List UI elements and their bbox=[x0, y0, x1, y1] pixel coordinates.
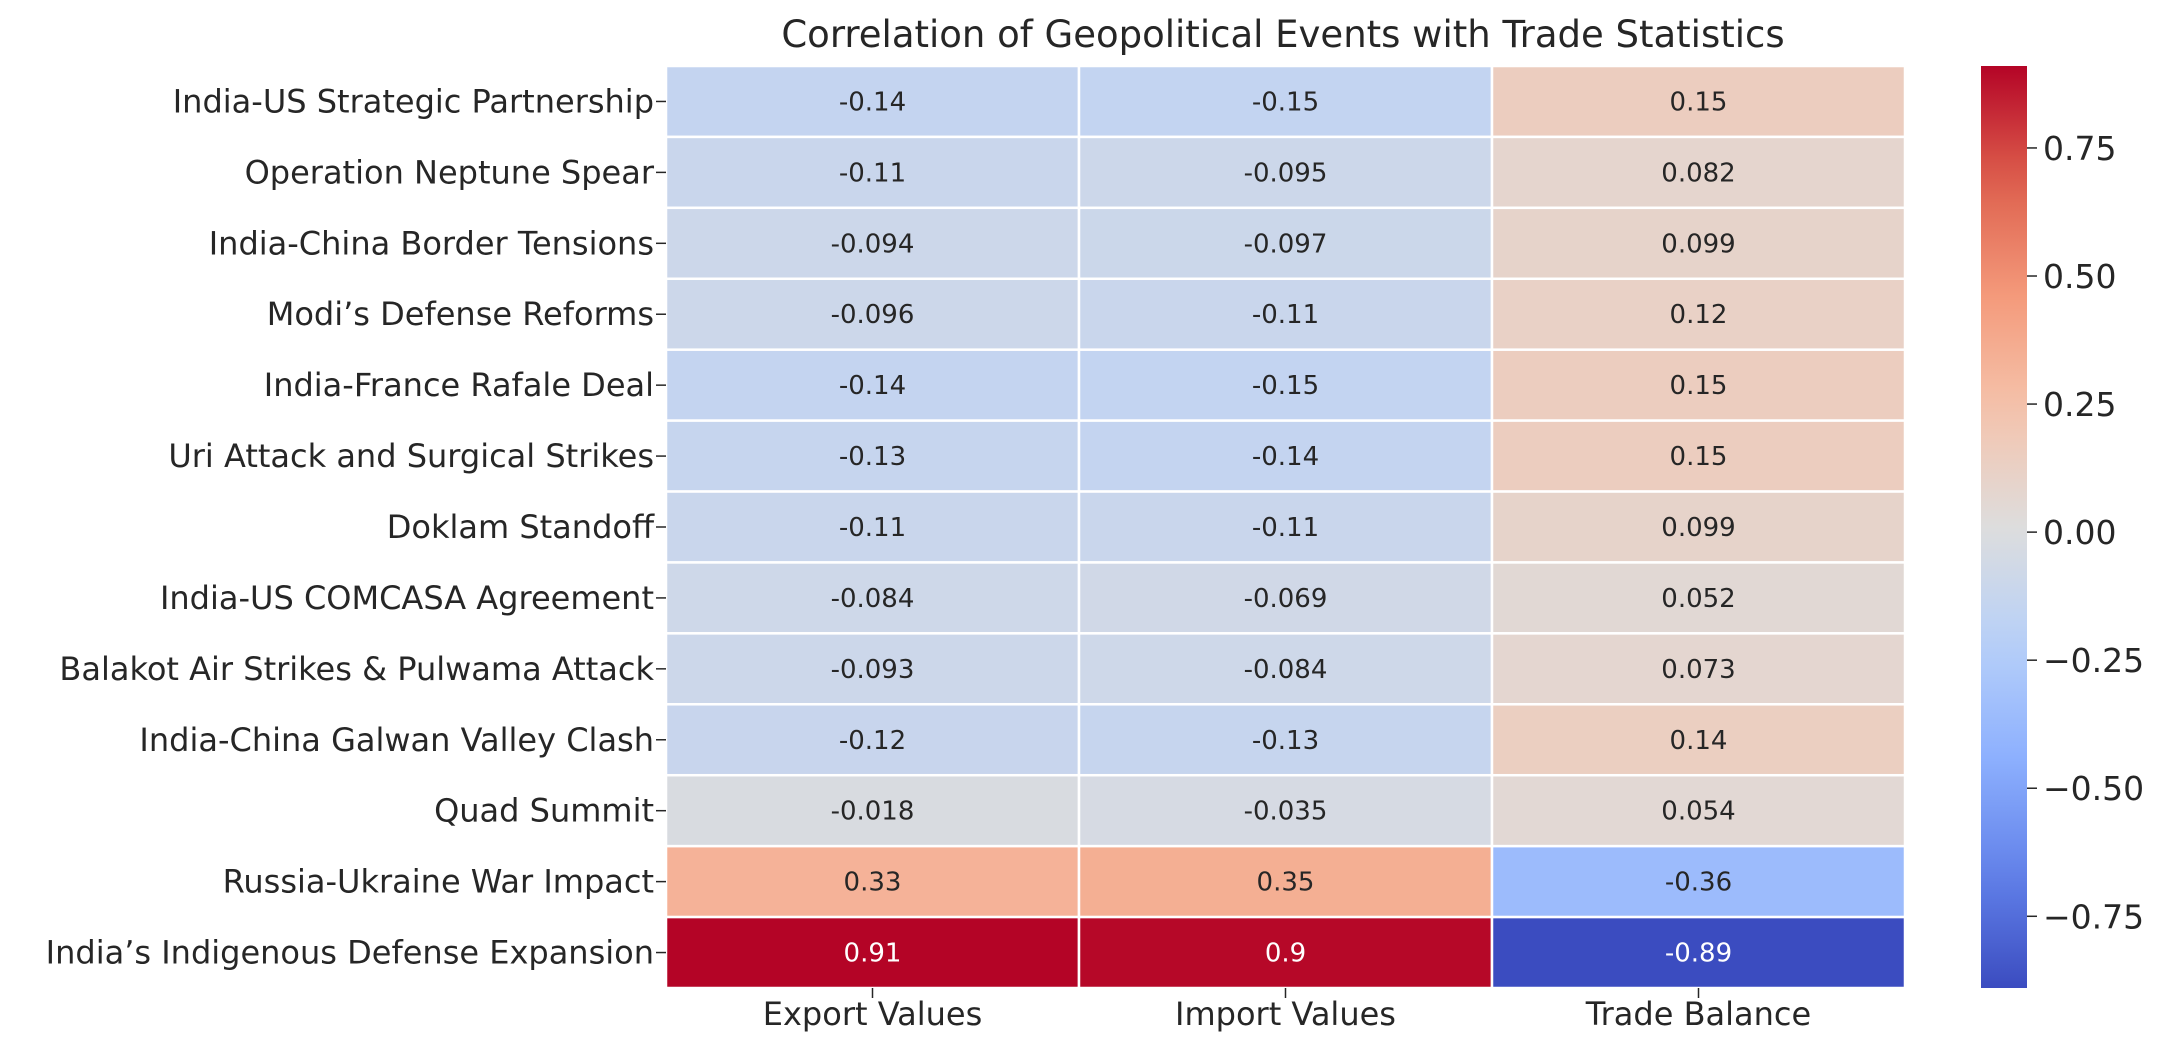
cell-value-label: -0.084 bbox=[1244, 655, 1328, 685]
column-label: Trade Balance bbox=[1585, 995, 1811, 1033]
cell-value-label: -0.89 bbox=[1665, 939, 1732, 969]
heatmap-cell bbox=[1490, 915, 1907, 990]
cell-value-label: -0.14 bbox=[1252, 442, 1319, 472]
cell-value-label: -0.096 bbox=[831, 300, 915, 330]
row-label: Russia-Ukraine War Impact bbox=[223, 863, 654, 901]
cell-value-label: -0.095 bbox=[1244, 158, 1328, 188]
row-label: India-US Strategic Partnership bbox=[173, 82, 654, 120]
cell-value-label: -0.035 bbox=[1244, 797, 1328, 827]
row-label: Uri Attack and Surgical Strikes bbox=[168, 437, 654, 475]
chart-title: Correlation of Geopolitical Events with … bbox=[781, 13, 1784, 56]
cell-value-label: -0.084 bbox=[831, 584, 915, 614]
row-label: India-China Galwan Valley Clash bbox=[139, 721, 654, 759]
cell-value-label: 0.054 bbox=[1661, 797, 1735, 827]
row-label: Operation Neptune Spear bbox=[245, 153, 655, 191]
heatmap-cell bbox=[1490, 490, 1907, 564]
cell-value-label: 0.15 bbox=[1670, 442, 1728, 472]
row-label: India-US COMCASA Agreement bbox=[160, 579, 654, 617]
heatmap-cell bbox=[664, 64, 1081, 139]
heatmap-cell bbox=[1077, 206, 1494, 281]
cell-value-label: -0.15 bbox=[1252, 87, 1319, 117]
heatmap-cell bbox=[1490, 277, 1907, 351]
cell-value-label: -0.13 bbox=[839, 442, 906, 472]
cell-value-label: -0.14 bbox=[839, 371, 906, 401]
colorbar-tick-label: −0.50 bbox=[2043, 769, 2144, 808]
heatmap-cell bbox=[1490, 773, 1907, 848]
row-label: India-France Rafale Deal bbox=[264, 366, 654, 404]
heatmap-cell bbox=[1490, 703, 1907, 777]
colorbar-tick-label: −0.75 bbox=[2043, 897, 2144, 936]
cell-value-label: 0.9 bbox=[1265, 939, 1306, 969]
cell-value-label: -0.018 bbox=[831, 797, 915, 827]
cell-value-label: 0.15 bbox=[1670, 371, 1728, 401]
cell-value-label: -0.11 bbox=[1252, 513, 1319, 543]
heatmap-cell bbox=[1077, 490, 1494, 564]
cell-value-label: 0.099 bbox=[1661, 513, 1735, 543]
heatmap-cell bbox=[664, 703, 1081, 777]
cell-value-label: 0.35 bbox=[1257, 868, 1315, 898]
cell-value-label: -0.12 bbox=[839, 726, 906, 756]
heatmap-cell bbox=[1490, 135, 1907, 210]
column-label: Import Values bbox=[1175, 995, 1396, 1033]
heatmap-cell bbox=[1490, 844, 1907, 919]
heatmap-cell bbox=[664, 490, 1081, 564]
heatmap-cell bbox=[1077, 703, 1494, 777]
cell-value-label: 0.91 bbox=[844, 939, 902, 969]
cell-value-label: 0.099 bbox=[1661, 229, 1735, 259]
column-labels: Export Values Import Values Trade Balance bbox=[763, 988, 1811, 1033]
cell-value-label: -0.13 bbox=[1252, 726, 1319, 756]
row-label: Modi’s Defense Reforms bbox=[267, 295, 654, 333]
column-label: Export Values bbox=[763, 995, 982, 1033]
colorbar-tick-label: 0.25 bbox=[2043, 385, 2116, 424]
colorbar bbox=[1981, 66, 2027, 988]
cell-value-label: -0.15 bbox=[1252, 371, 1319, 401]
cell-value-label: -0.094 bbox=[831, 229, 915, 259]
colorbar-tick-label: 0.50 bbox=[2043, 257, 2116, 296]
cell-value-label: 0.052 bbox=[1661, 584, 1735, 614]
row-label: Balakot Air Strikes & Pulwama Attack bbox=[59, 650, 654, 688]
heatmap-cell bbox=[1077, 348, 1494, 422]
cell-value-label: 0.14 bbox=[1670, 726, 1728, 756]
heatmap-cell bbox=[664, 277, 1081, 351]
cell-value-label: -0.11 bbox=[839, 513, 906, 543]
cell-value-label: -0.36 bbox=[1665, 868, 1732, 898]
cell-value-label: -0.097 bbox=[1244, 229, 1328, 259]
heatmap-cell bbox=[664, 915, 1081, 990]
colorbar-tick-label: 0.00 bbox=[2043, 513, 2116, 552]
heatmap-cell bbox=[664, 773, 1081, 848]
row-label: India-China Border Tensions bbox=[209, 224, 654, 262]
heatmap-cells: -0.14 -0.15 0.15 -0.11 -0.095 0.082 -0.094 -0.0… bbox=[664, 64, 1907, 990]
cell-value-label: 0.073 bbox=[1661, 655, 1735, 685]
heatmap-cell bbox=[1077, 561, 1494, 635]
cell-value-label: 0.15 bbox=[1670, 87, 1728, 117]
row-label: Doklam Standoff bbox=[387, 508, 655, 546]
heatmap-cell bbox=[1490, 561, 1907, 635]
cell-value-label: -0.14 bbox=[839, 87, 906, 117]
colorbar-gradient bbox=[1981, 66, 2027, 988]
heatmap-cell bbox=[664, 561, 1081, 635]
heatmap-cell bbox=[1077, 419, 1494, 493]
colorbar-ticks: −0.75 −0.50 −0.25 0.00 0.25 0.50 0.75 bbox=[2027, 129, 2144, 936]
heatmap-cell bbox=[1077, 64, 1494, 139]
cell-value-label: -0.11 bbox=[839, 158, 906, 188]
colorbar-tick-label: −0.25 bbox=[2043, 641, 2144, 680]
row-labels: India-US Strategic Partnership Operation … bbox=[46, 82, 666, 972]
cell-value-label: -0.093 bbox=[831, 655, 915, 685]
row-label: Quad Summit bbox=[434, 792, 654, 830]
heatmap-cell bbox=[1490, 64, 1907, 139]
cell-value-label: 0.12 bbox=[1670, 300, 1728, 330]
heatmap-cell bbox=[1490, 419, 1907, 493]
cell-value-label: -0.11 bbox=[1252, 300, 1319, 330]
colorbar-tick-label: 0.75 bbox=[2043, 129, 2116, 168]
cell-value-label: -0.069 bbox=[1244, 584, 1328, 614]
cell-value-label: 0.33 bbox=[844, 868, 902, 898]
heatmap-cell bbox=[1490, 632, 1907, 706]
cell-value-label: 0.082 bbox=[1661, 158, 1735, 188]
row-label: India’s Indigenous Defense Expansion bbox=[46, 934, 654, 972]
